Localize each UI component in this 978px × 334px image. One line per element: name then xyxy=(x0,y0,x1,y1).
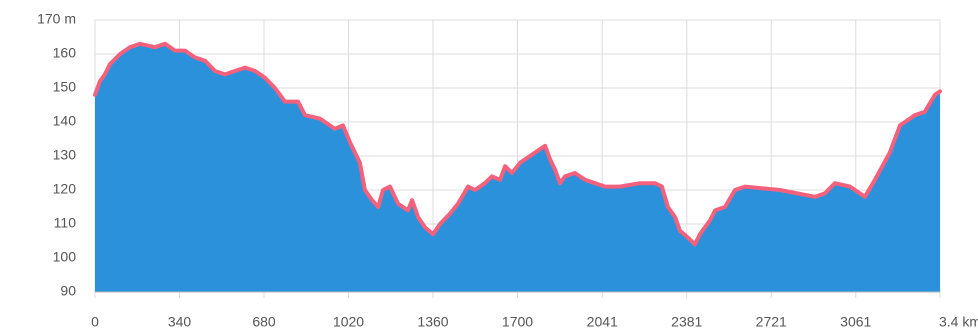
x-tick-label: 2381 xyxy=(671,314,702,330)
x-tick-label: 2721 xyxy=(756,314,787,330)
y-tick-label: 170 m xyxy=(37,11,76,27)
x-tick-label: 1020 xyxy=(333,314,364,330)
x-tick-label: 2041 xyxy=(587,314,618,330)
y-tick-label: 100 xyxy=(53,249,77,265)
y-tick-label: 160 xyxy=(53,45,77,61)
x-tick-label: 340 xyxy=(168,314,192,330)
elevation-line xyxy=(93,41,942,247)
y-tick-label: 120 xyxy=(53,181,77,197)
x-tick-label: 3061 xyxy=(840,314,871,330)
x-tick-label: 680 xyxy=(252,314,276,330)
x-tick-label: 1700 xyxy=(502,314,533,330)
x-tick-label: 3.4 km xyxy=(939,314,978,330)
y-tick-label: 140 xyxy=(53,113,77,129)
x-tick-label: 1360 xyxy=(417,314,448,330)
y-tick-label: 90 xyxy=(60,283,76,299)
y-tick-label: 130 xyxy=(53,147,77,163)
y-tick-label: 110 xyxy=(54,215,77,231)
y-tick-label: 150 xyxy=(53,79,77,95)
x-tick-label: 0 xyxy=(91,314,99,330)
